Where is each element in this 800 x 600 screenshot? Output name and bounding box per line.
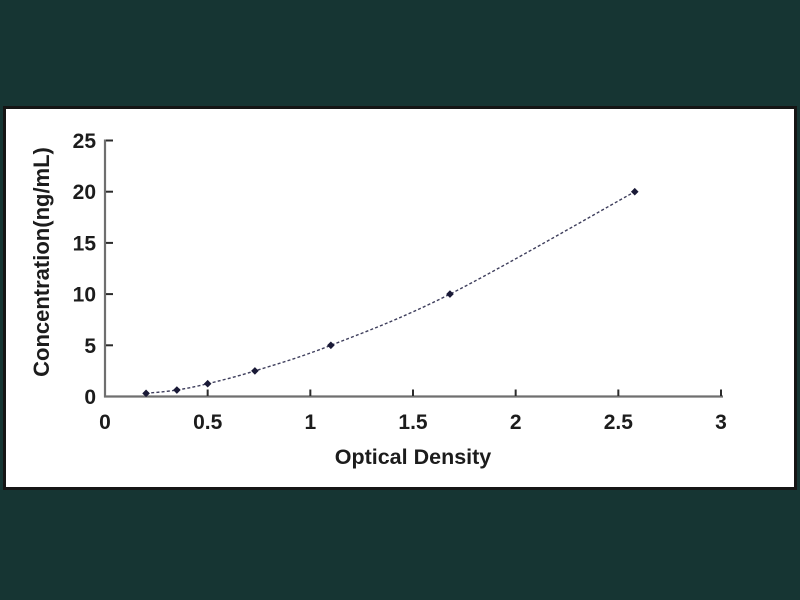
x-axis-tick-label: 1.5 — [398, 411, 428, 434]
y-axis-tick-label: 5 — [84, 335, 96, 358]
x-axis-tick-label: 2.5 — [604, 411, 634, 434]
data-point-marker — [446, 290, 454, 298]
y-axis-tick-label: 20 — [73, 181, 96, 204]
x-axis-tick-label: 0.5 — [193, 411, 223, 434]
y-axis-tick-label: 0 — [84, 386, 96, 409]
y-axis-tick-label: 15 — [73, 232, 97, 255]
chart-frame — [3, 106, 797, 490]
data-point-marker — [251, 367, 259, 375]
data-point-marker — [203, 379, 212, 388]
x-axis-tick-label: 3 — [715, 411, 727, 434]
y-axis-tick-label: 25 — [73, 130, 97, 153]
x-axis-tick-label: 2 — [510, 411, 522, 434]
x-axis-tick-label: 0 — [99, 411, 111, 434]
y-axis-title: Concentration(ng/mL) — [29, 147, 54, 377]
x-axis-tick-label: 1 — [304, 411, 316, 434]
data-point-marker — [173, 386, 181, 394]
data-point-marker — [630, 187, 639, 196]
x-axis-title: Optical Density — [335, 445, 492, 469]
data-point-marker — [327, 341, 335, 350]
standard-curve-line — [145, 191, 636, 395]
data-point-marker — [142, 389, 150, 398]
y-axis-tick-label: 10 — [73, 284, 96, 307]
